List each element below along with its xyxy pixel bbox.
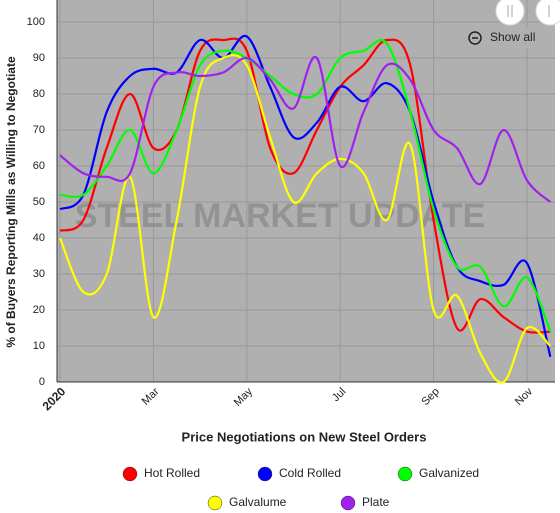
series-line [59,39,552,333]
legend-marker [397,466,413,482]
y-tick-label: 20 [33,304,45,316]
y-tick-label: 40 [33,232,45,244]
series-line [59,55,552,203]
legend-label: Cold Rolled [279,466,341,480]
y-tick-label: 80 [33,88,45,100]
legend-marker [257,466,273,482]
button-label[interactable]: Show all [490,30,535,44]
series-line [59,37,551,334]
button-background[interactable] [460,28,544,48]
legend-marker [340,495,356,511]
y-tick-label: 10 [33,340,45,352]
legend-label: Plate [362,495,390,509]
y-tick-label: 30 [33,268,45,280]
y-tick-label: 50 [33,196,45,208]
x-tick-label: Mar [140,385,162,407]
zoom-icon[interactable] [468,31,482,45]
x-tick-label: 2020 [40,384,69,413]
series-line [59,34,552,358]
legend-label: Galvanized [419,466,479,480]
y-tick-label: 70 [33,124,45,136]
legend-marker [122,466,138,482]
x-tick-label: Sep [419,386,441,408]
x-tick-label: Jul [330,386,348,404]
legend-label: Hot Rolled [144,466,200,480]
x-tick-label: Nov [513,385,536,408]
x-axis-title: Price Negotiations on New Steel Orders [182,429,427,444]
control-button[interactable] [495,0,525,26]
y-tick-label: 60 [33,160,45,172]
x-tick-label: May [232,385,256,409]
control-button[interactable] [535,0,560,26]
legend-marker [207,495,223,511]
watermark: STEEL MARKET UPDATE [75,197,486,235]
y-tick-label: 0 [39,376,45,388]
y-axis-title: % of Buyers Reporting Mills as Willing t… [4,56,18,348]
y-tick-label: 100 [27,16,45,28]
series-line [58,54,552,384]
legend-label: Galvalume [229,495,287,509]
y-tick-label: 90 [33,52,45,64]
show-all-button[interactable]: Show all [460,28,544,48]
